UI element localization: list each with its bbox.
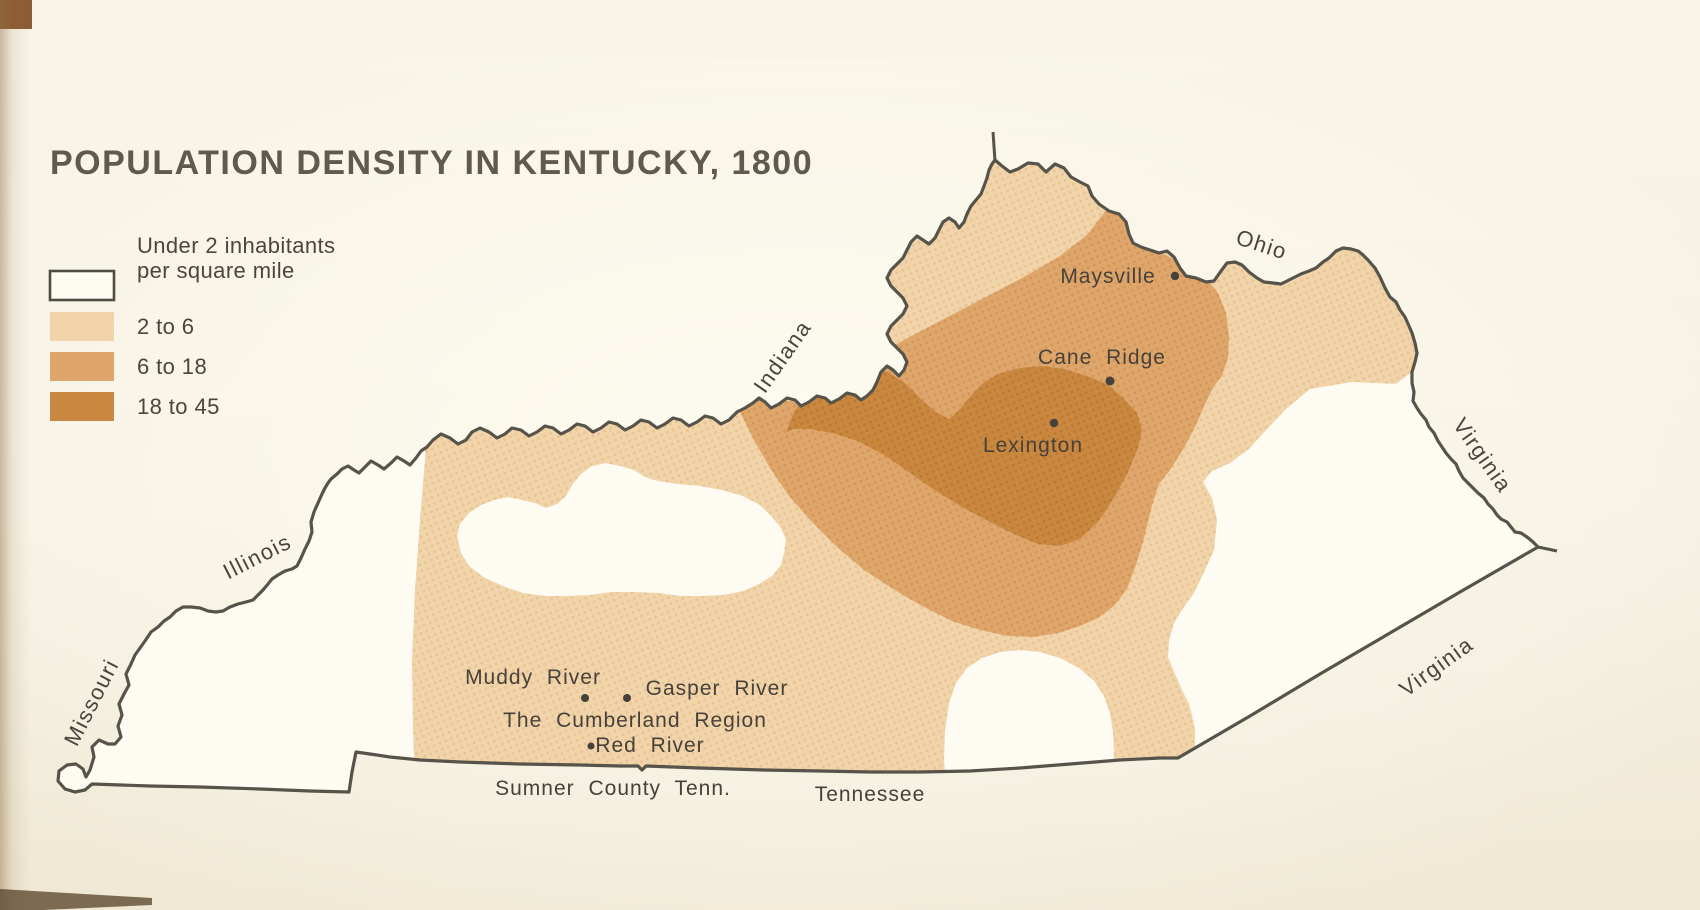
- legend: Under 2 inhabitants per square mile 2 to…: [48, 233, 335, 421]
- low-density-region-east: [1168, 240, 1538, 792]
- legend-swatch-under-2: [48, 269, 116, 302]
- page-edge-shadow: [0, 0, 30, 910]
- map-title: POPULATION DENSITY IN KENTUCKY, 1800: [50, 144, 813, 182]
- place-label-red-river: Red River: [595, 734, 704, 757]
- legend-swatch-2-6: [50, 312, 114, 341]
- legend-swatch-6-18: [50, 352, 114, 381]
- region-label-sumner-county: Sumner County Tenn.: [495, 777, 731, 800]
- place-dot-red-river: [587, 742, 595, 750]
- place-label-muddy-river: Muddy River: [465, 666, 601, 689]
- city-dot-cane-ridge: [1105, 376, 1115, 386]
- place-dot-gasper-river: [623, 694, 631, 702]
- place-dot-muddy-river: [581, 694, 589, 702]
- state-label-tennessee: Tennessee: [815, 783, 926, 806]
- legend-swatch-18-45: [50, 392, 114, 421]
- north-tip-river-stub: [991, 131, 997, 162]
- city-dot-maysville: [1170, 271, 1180, 281]
- scan-streak: [0, 889, 152, 910]
- legend-label-2-6: 2 to 6: [137, 314, 194, 339]
- city-label-maysville: Maysville: [1060, 265, 1155, 288]
- low-density-pocket-west: [457, 463, 786, 596]
- city-dot-lexington: [1049, 418, 1059, 428]
- city-label-lexington: Lexington: [983, 434, 1083, 457]
- legend-label-6-18: 6 to 18: [137, 354, 207, 379]
- place-label-gasper-river: Gasper River: [646, 677, 789, 700]
- legend-label-under-2-line1: Under 2 inhabitants: [137, 233, 335, 258]
- city-label-cane-ridge: Cane Ridge: [1038, 346, 1166, 369]
- southeast-corner-tick: [1537, 545, 1558, 553]
- density-region-18-45: [786, 366, 1142, 546]
- legend-label-18-45: 18 to 45: [137, 394, 220, 419]
- legend-label-under-2-line2: per square mile: [137, 258, 295, 283]
- place-label-cumberland-region: The Cumberland Region: [503, 709, 767, 732]
